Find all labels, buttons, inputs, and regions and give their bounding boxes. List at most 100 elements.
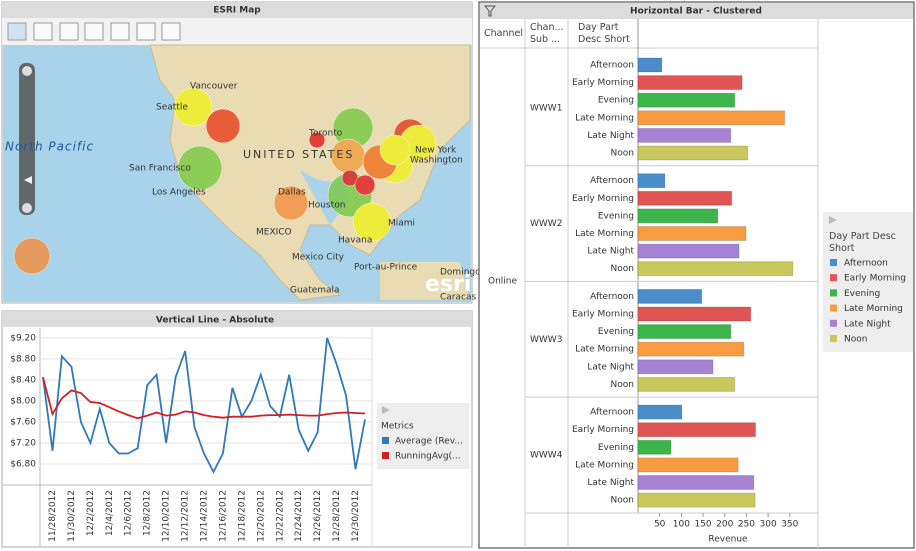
bar: [637, 75, 743, 91]
row-label: Early Morning: [572, 78, 634, 88]
y-tick-label: $7.60: [10, 417, 36, 427]
x-tick-label: 12/4/2012: [105, 490, 115, 536]
map-label: Toronto: [308, 129, 343, 139]
x-tick-label: 12/2/2012: [86, 490, 96, 536]
map-label: Miami: [388, 219, 415, 229]
map-label: UNITED STATES: [243, 148, 354, 161]
bar: [637, 492, 756, 508]
bar: [637, 190, 733, 206]
y-tick-label: $7.20: [10, 438, 36, 448]
bubble[interactable]: [379, 134, 411, 166]
legend-toggle[interactable]: [382, 406, 390, 414]
bubble[interactable]: [352, 202, 392, 242]
map-label: Dallas: [278, 188, 306, 198]
bubble[interactable]: [354, 174, 376, 196]
x-tick-label: 12/10/2012: [162, 490, 172, 542]
group-label: WWW3: [530, 335, 562, 345]
bubble[interactable]: [273, 185, 309, 221]
bubble[interactable]: [173, 87, 213, 127]
row-label: Afternoon: [590, 292, 634, 302]
tool-clear[interactable]: [84, 22, 104, 41]
bubble[interactable]: [13, 237, 51, 275]
group-label: WWW1: [530, 104, 562, 114]
line-title-bar: [2, 311, 472, 327]
bar: [637, 457, 739, 473]
legend-swatch: [830, 319, 837, 327]
legend-toggle[interactable]: [829, 216, 837, 224]
map-label: Seattle: [156, 103, 188, 113]
x-tick-label: 12/24/2012: [294, 490, 304, 542]
map-label: Port-au-Prince: [354, 263, 418, 273]
row-label: Late Morning: [575, 345, 634, 355]
bar: [637, 173, 666, 189]
bubble[interactable]: [308, 131, 326, 149]
zoom-in[interactable]: [22, 66, 32, 76]
map-title: ESRI Map: [213, 6, 261, 16]
esri-logo: esri: [425, 272, 471, 297]
y-tick-label: $8.80: [10, 354, 36, 364]
row-label: Early Morning: [572, 310, 634, 320]
bar: [637, 92, 736, 108]
zoom-handle[interactable]: [24, 176, 32, 184]
bar-legend: [823, 212, 913, 352]
x-tick-label: 12/14/2012: [200, 490, 210, 542]
bar: [637, 127, 732, 143]
x-tick-label: 150: [694, 520, 711, 530]
tool-rect[interactable]: [33, 22, 53, 41]
row-label: Early Morning: [572, 425, 634, 435]
bar: [637, 376, 736, 392]
x-tick-label: 12/26/2012: [313, 490, 323, 542]
x-tick-label: 12/22/2012: [275, 490, 285, 542]
y-tick-label: $8.40: [10, 375, 36, 385]
filter-icon[interactable]: [483, 5, 497, 17]
map-label: Vancouver: [190, 82, 238, 92]
map-label: Domingo: [440, 268, 481, 278]
map-label: New York: [415, 146, 457, 156]
col-header: Channel: [484, 28, 524, 39]
tool-note[interactable]: [59, 22, 79, 41]
group-label: WWW4: [530, 451, 563, 461]
line-legend: [377, 403, 469, 469]
legend-label: Afternoon: [844, 259, 888, 269]
line-series: [42, 377, 366, 420]
col-header: Day Part Desc Short: [578, 22, 630, 45]
tool-zoom-out[interactable]: [136, 22, 156, 41]
map-label: Los Angeles: [152, 188, 206, 198]
tool-table[interactable]: [161, 22, 181, 41]
group-label: WWW2: [530, 219, 562, 229]
row-label: Late Morning: [575, 229, 634, 239]
tool-select[interactable]: [7, 22, 27, 41]
row-label: Noon: [611, 496, 634, 506]
tool-zoom-in[interactable]: [110, 22, 130, 41]
x-tick-label: 250: [738, 520, 755, 530]
map-label: San Francisco: [129, 164, 191, 174]
bar: [637, 422, 757, 438]
map-label: MEXICO: [256, 228, 292, 238]
bar: [637, 288, 703, 304]
row-label: Afternoon: [590, 61, 634, 71]
row-label: Noon: [611, 149, 634, 159]
toolbar-buttons: [7, 22, 181, 41]
legend-swatch: [830, 259, 837, 266]
x-tick-label: 12/16/2012: [218, 490, 228, 542]
bar: [637, 145, 749, 161]
y-tick-label: $6.80: [10, 459, 36, 469]
map-label: Guatemala: [290, 286, 340, 296]
legend-swatch: [830, 274, 837, 282]
row-label: Late Night: [587, 478, 634, 488]
line-series: [42, 337, 366, 474]
bar: [637, 261, 794, 277]
x-tick-label: 100: [673, 520, 690, 530]
map-label: Mexico City: [292, 253, 345, 263]
map-label: North Pacific: [5, 140, 94, 154]
bar: [637, 57, 663, 73]
x-tick-label: 12/18/2012: [237, 490, 247, 542]
legend-swatch: [382, 437, 389, 444]
bubble[interactable]: [205, 108, 241, 144]
map-toolbar: [2, 18, 472, 45]
col-header: Chan... Sub ...: [530, 22, 564, 45]
bubble[interactable]: [177, 145, 223, 191]
map-bubbles: [13, 87, 437, 275]
zoom-out[interactable]: [22, 203, 32, 213]
